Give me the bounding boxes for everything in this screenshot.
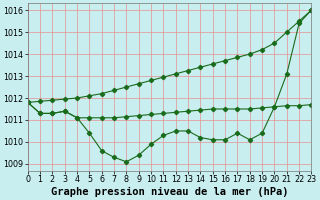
X-axis label: Graphe pression niveau de la mer (hPa): Graphe pression niveau de la mer (hPa) <box>51 186 288 197</box>
